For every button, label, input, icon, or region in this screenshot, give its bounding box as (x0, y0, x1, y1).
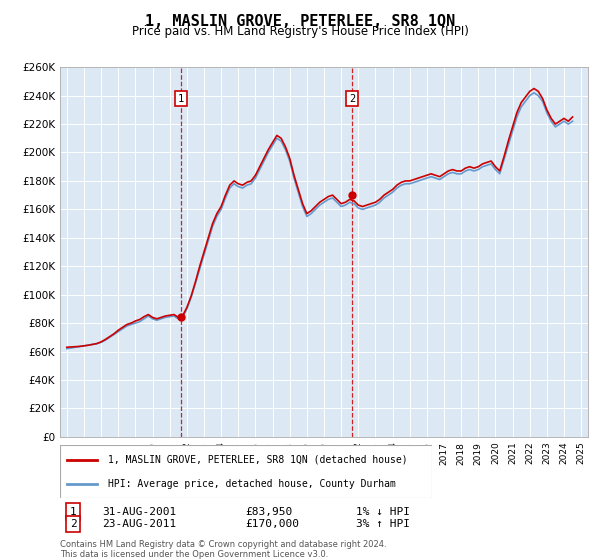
Text: 1: 1 (178, 94, 184, 104)
FancyBboxPatch shape (60, 445, 432, 498)
Text: 2: 2 (70, 519, 77, 529)
Text: £83,950: £83,950 (245, 507, 292, 517)
Text: 23-AUG-2011: 23-AUG-2011 (102, 519, 176, 529)
Text: 2: 2 (349, 94, 355, 104)
Text: 3% ↑ HPI: 3% ↑ HPI (356, 519, 410, 529)
Text: Price paid vs. HM Land Registry's House Price Index (HPI): Price paid vs. HM Land Registry's House … (131, 25, 469, 38)
Text: 1% ↓ HPI: 1% ↓ HPI (356, 507, 410, 517)
Text: 1, MASLIN GROVE, PETERLEE, SR8 1QN: 1, MASLIN GROVE, PETERLEE, SR8 1QN (145, 14, 455, 29)
Text: £170,000: £170,000 (245, 519, 299, 529)
Text: HPI: Average price, detached house, County Durham: HPI: Average price, detached house, Coun… (109, 479, 396, 489)
Text: 31-AUG-2001: 31-AUG-2001 (102, 507, 176, 517)
Text: 1, MASLIN GROVE, PETERLEE, SR8 1QN (detached house): 1, MASLIN GROVE, PETERLEE, SR8 1QN (deta… (109, 455, 408, 465)
Text: 1: 1 (70, 507, 77, 517)
Text: Contains HM Land Registry data © Crown copyright and database right 2024.
This d: Contains HM Land Registry data © Crown c… (60, 540, 386, 559)
